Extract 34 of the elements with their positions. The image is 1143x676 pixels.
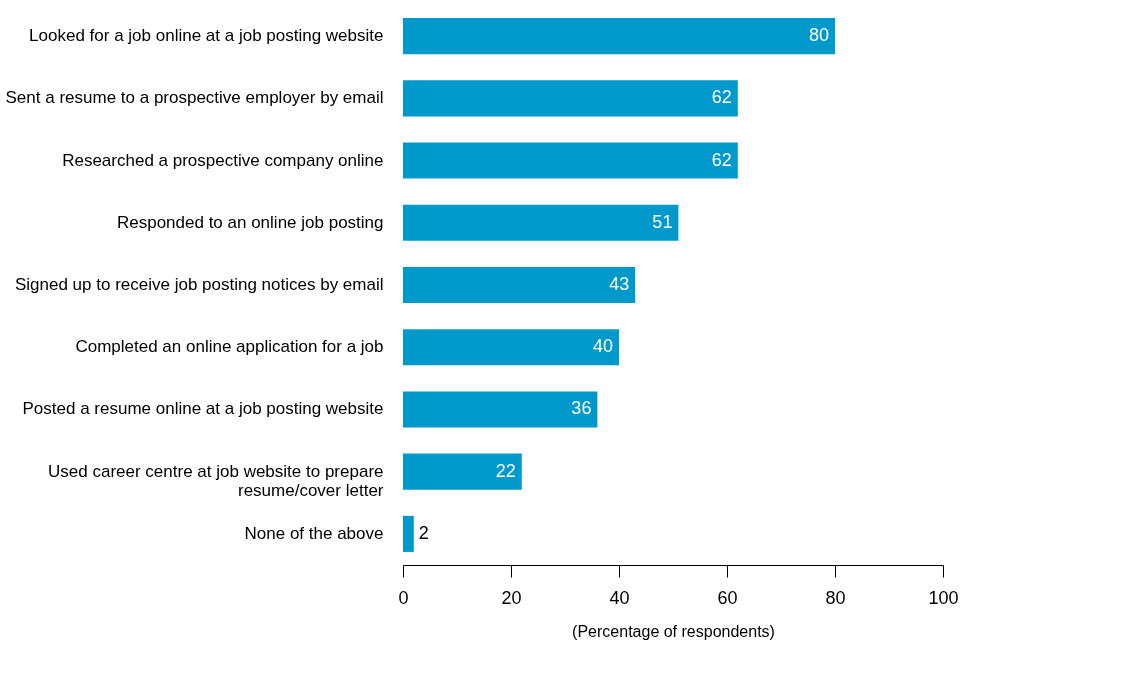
- x-tick-label: 100: [928, 587, 959, 608]
- data-label: 22: [495, 460, 516, 481]
- data-label: 62: [711, 87, 732, 108]
- bar: [403, 453, 522, 490]
- y-tick-label: Looked for a job online at a job posting website: [29, 26, 384, 46]
- bar: [403, 142, 738, 179]
- y-tick-label: Posted a resume online at a job posting website: [22, 399, 384, 419]
- x-tick-label: 60: [717, 587, 738, 608]
- x-tick-label: 0: [398, 587, 409, 608]
- bar: [403, 18, 835, 55]
- y-tick-label: Completed an online application for a job: [75, 337, 384, 357]
- y-tick-label: Used career centre at job website to prepare resume/cover letter: [48, 461, 384, 500]
- data-label: 62: [711, 149, 732, 170]
- data-label: 40: [592, 336, 613, 357]
- y-tick-label: Signed up to receive job posting notices by email: [14, 275, 384, 294]
- data-label: 80: [808, 25, 829, 46]
- x-tick-label: 20: [501, 587, 522, 608]
- x-tick-label: 80: [825, 587, 846, 608]
- bar: [403, 204, 679, 241]
- bar: [403, 80, 738, 117]
- data-label: 43: [609, 274, 630, 294]
- bar: [403, 329, 619, 366]
- x-axis-title: (Percentage of respondents): [572, 622, 775, 640]
- data-label: 36: [571, 398, 592, 419]
- y-tick-label: None of the above: [244, 523, 384, 543]
- data-label: 2: [418, 522, 429, 543]
- bar: [403, 391, 598, 428]
- y-tick-label: Sent a resume to a prospective employer by email: [5, 88, 384, 108]
- x-tick-label: 40: [609, 587, 630, 608]
- y-tick-label: Responded to an online job posting: [116, 212, 384, 232]
- bar: [403, 515, 414, 552]
- y-tick-label: Researched a prospective company online: [62, 150, 384, 170]
- bar: [403, 266, 636, 304]
- data-label: 51: [652, 211, 673, 232]
